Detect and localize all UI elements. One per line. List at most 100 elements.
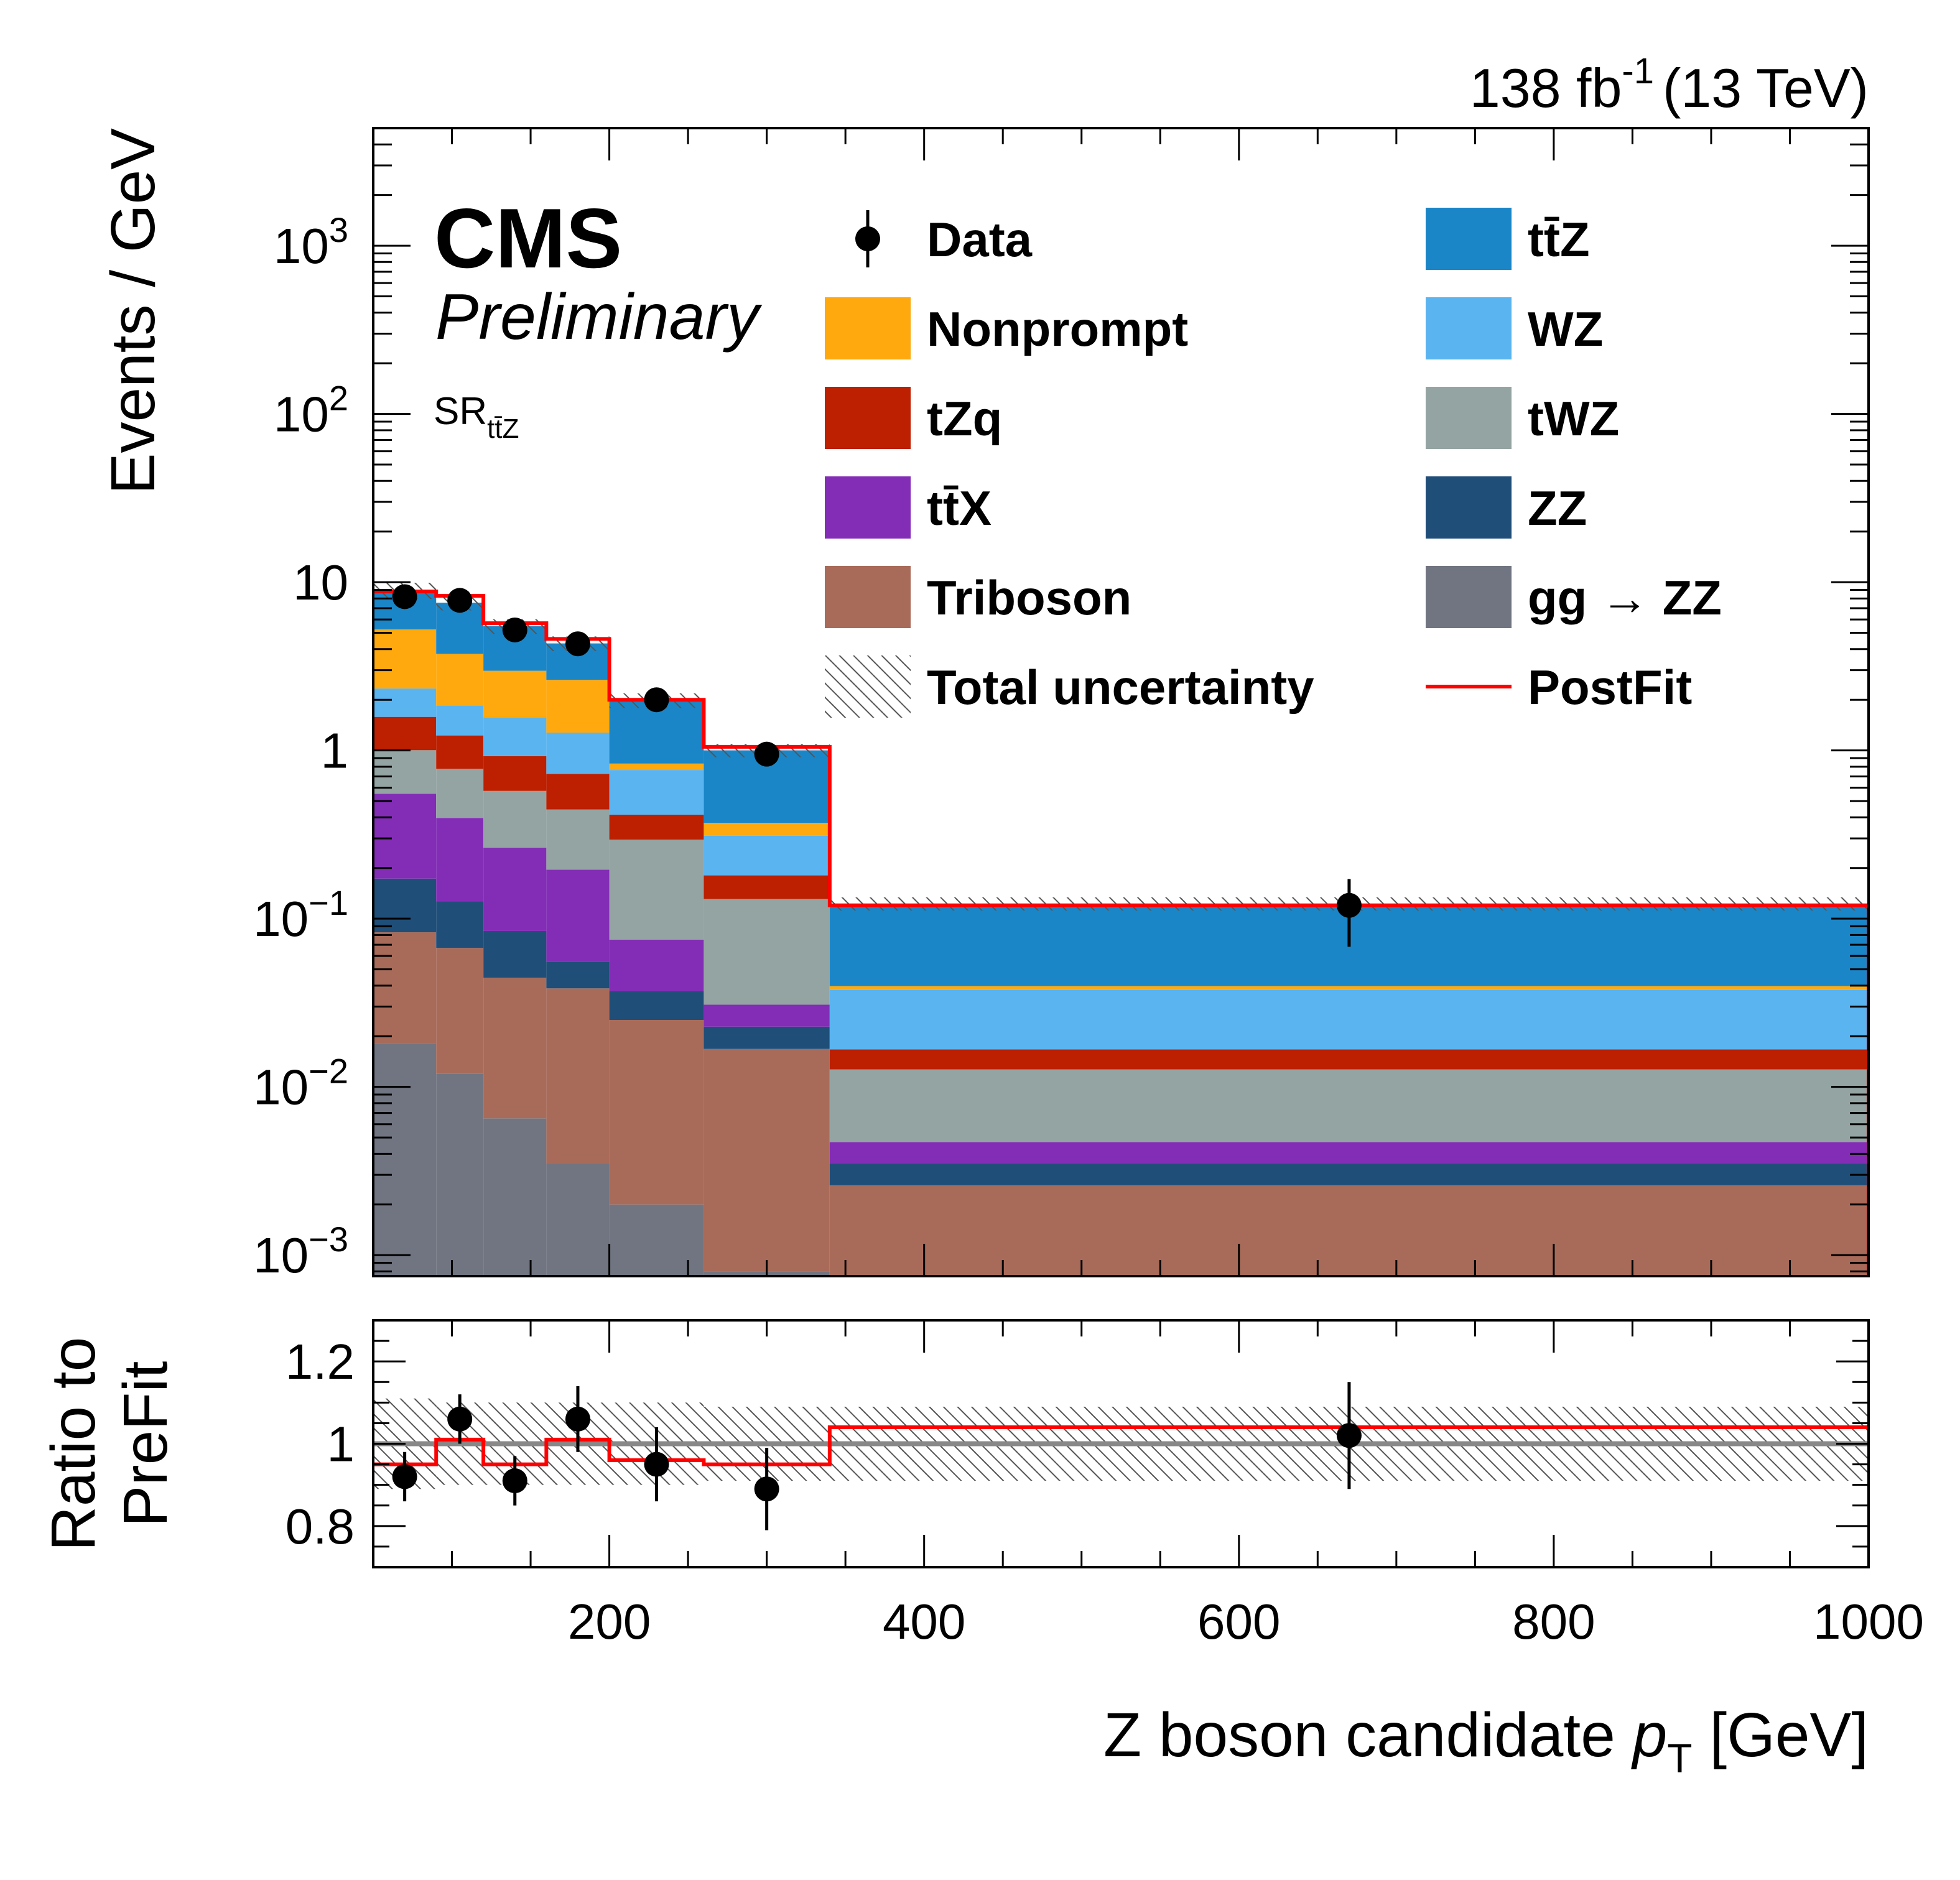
bar-nonprompt-bin5	[704, 823, 830, 836]
legend-label-total-uncertainty: Total uncertainty	[927, 660, 1314, 715]
bar-wz-bin3	[546, 733, 610, 774]
ratio-ticks: 200 400 600 800 1000 0.8 1 1.2	[286, 1319, 1924, 1649]
ratio-frame	[372, 1319, 1870, 1568]
bar-tt-x-bin1	[436, 818, 484, 902]
lumi-energy: (13 TeV)	[1663, 57, 1869, 119]
bar-tzq-bin0	[373, 716, 437, 751]
bar-gg-zz-bin2	[483, 1118, 547, 1276]
x-axis-title: Z boson candidate pT [GeV]	[1103, 1700, 1869, 1781]
data-point-0	[392, 584, 417, 609]
legend-label-wz: WZ	[1528, 302, 1603, 356]
legend-label-zz: ZZ	[1528, 481, 1587, 535]
y-tick-label-exp: 3	[329, 210, 348, 249]
bar-nonprompt-bin4	[609, 763, 704, 771]
bar-triboson-bin2	[483, 978, 547, 1119]
y-tick-label-exp: −1	[309, 883, 348, 922]
region-label: SRtt̄Z	[434, 390, 519, 444]
y-tick-label-base: 10	[253, 1228, 309, 1283]
bar-twz-bin4	[609, 840, 704, 940]
bar-twz-bin6	[829, 1069, 1869, 1142]
stack-layer	[373, 590, 1869, 1276]
bar-gg-zz-bin1	[436, 1073, 484, 1276]
x-axis-title-unit: [GeV]	[1693, 1700, 1869, 1770]
legend-label-tt-z: tt̄Z	[1528, 212, 1590, 267]
region-main: SR	[434, 390, 487, 433]
bar-wz-bin6	[829, 989, 1869, 1050]
lumi-label: 138 fb-1 (13 TeV)	[1470, 51, 1869, 119]
y-tick-label-3: 1	[321, 723, 349, 779]
bar-tt-x-bin6	[829, 1142, 1869, 1164]
data-point-5	[754, 741, 779, 767]
bar-tzq-bin3	[546, 774, 610, 810]
ratio-point-6	[1336, 1423, 1362, 1448]
ratio-y-tick-label-2: 1.2	[286, 1334, 355, 1389]
legend-label-nonprompt: Nonprompt	[927, 302, 1188, 356]
ratio-data-points	[392, 1382, 1362, 1530]
data-point-1	[447, 588, 473, 613]
legend-swatch-tzq	[825, 387, 911, 449]
legend-marker-data	[855, 226, 880, 251]
legend-swatch-tt-z	[1426, 208, 1512, 270]
bar-tt-x-bin3	[546, 869, 610, 962]
legend-swatch-tt-x	[825, 476, 911, 539]
bar-zz-bin0	[373, 878, 437, 933]
y-tick-label-base: 10	[274, 218, 329, 274]
bar-triboson-bin5	[704, 1049, 830, 1272]
x-tick-label-2: 600	[1197, 1594, 1280, 1649]
legend-swatch-triboson	[825, 566, 911, 628]
legend-label-tzq: tZq	[927, 391, 1002, 446]
y-tick-label-6: 103	[274, 210, 348, 274]
region-sub: tt̄Z	[487, 414, 519, 444]
x-axis-title-var: p	[1631, 1700, 1668, 1770]
bar-zz-bin5	[704, 1026, 830, 1049]
bar-triboson-bin4	[609, 1020, 704, 1205]
bar-zz-bin4	[609, 991, 704, 1021]
bar-wz-bin5	[704, 835, 830, 876]
bar-zz-bin3	[546, 961, 610, 989]
y-tick-label-exp: −3	[309, 1220, 348, 1259]
data-point-3	[565, 631, 590, 657]
legend-label-data: Data	[927, 212, 1033, 267]
bar-nonprompt-bin3	[546, 680, 610, 733]
bar-tzq-bin6	[829, 1049, 1869, 1070]
data-point-6	[1336, 892, 1362, 918]
ratio-uncertainty-band	[373, 1398, 1869, 1489]
main-frame	[372, 127, 1870, 1277]
bar-nonprompt-bin6	[829, 986, 1869, 990]
ratio-y-axis-title-line1: Ratio to	[39, 1337, 108, 1552]
bar-tt-x-bin0	[373, 794, 437, 879]
bar-zz-bin1	[436, 901, 484, 948]
bar-wz-bin4	[609, 770, 704, 815]
legend-swatch-total-uncertainty	[825, 655, 911, 718]
bar-wz-bin1	[436, 705, 484, 736]
y-tick-label-1: 10−2	[253, 1052, 348, 1115]
ratio-point-4	[644, 1452, 669, 1477]
ratio-point-3	[565, 1406, 590, 1432]
data-point-4	[644, 687, 669, 713]
legend-label-tt-x: tt̄X	[927, 481, 992, 535]
ratio-point-0	[392, 1464, 417, 1489]
y-tick-label-base: 10	[253, 891, 309, 947]
y-tick-label-base: 10	[253, 1060, 309, 1115]
x-tick-label-1: 400	[883, 1594, 965, 1649]
legend-label-triboson: Triboson	[927, 570, 1131, 625]
bar-nonprompt-bin1	[436, 654, 484, 706]
bar-wz-bin2	[483, 717, 547, 756]
legend: Data Nonprompt tZq tt̄X Triboson Total uncert…	[825, 208, 1722, 718]
legend-swatch-gg-zz	[1426, 566, 1512, 628]
ratio-point-5	[754, 1476, 779, 1502]
y-tick-label-exp: 2	[329, 379, 348, 418]
lumi-exponent: -1	[1622, 51, 1654, 91]
ratio-point-1	[447, 1406, 473, 1432]
ratio-panel: 200 400 600 800 1000 0.8 1 1.2	[286, 1319, 1924, 1649]
ratio-point-2	[502, 1468, 527, 1494]
bar-triboson-bin1	[436, 948, 484, 1074]
bar-gg-zz-bin0	[373, 1044, 437, 1276]
bar-nonprompt-bin2	[483, 670, 547, 718]
bar-tzq-bin5	[704, 875, 830, 899]
bar-tzq-bin2	[483, 756, 547, 791]
bar-gg-zz-bin4	[609, 1204, 704, 1276]
legend-label-twz: tWZ	[1528, 391, 1619, 446]
